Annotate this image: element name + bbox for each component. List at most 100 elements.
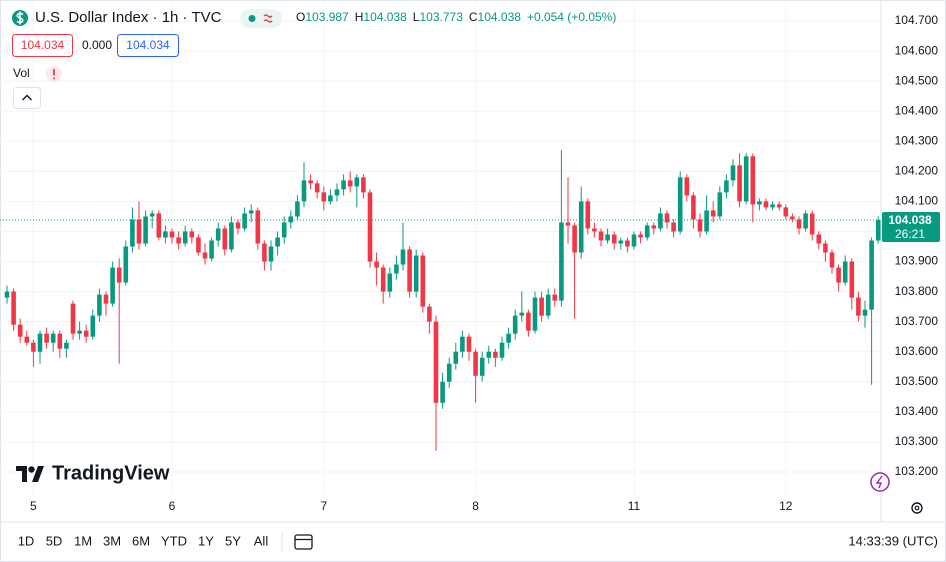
candle-body	[552, 294, 558, 301]
candle-body	[499, 342, 505, 358]
y-tick-label: 103.700	[895, 314, 939, 328]
y-tick-label: 103.900	[895, 254, 939, 268]
ohlc-label: O	[296, 10, 305, 24]
candle-body	[644, 225, 650, 238]
candle-body	[717, 192, 723, 217]
candle-body	[288, 216, 294, 223]
candle-body	[314, 183, 320, 193]
candle-body	[684, 177, 690, 196]
ohlc-label: H	[355, 10, 364, 24]
candle-body	[519, 312, 525, 316]
candle-body	[763, 201, 769, 208]
clock: 14:33:39 (UTC)	[848, 533, 938, 548]
candle-body	[618, 240, 624, 244]
candle-body	[149, 213, 155, 217]
candle-body	[222, 228, 228, 250]
y-tick-label: 104.300	[895, 133, 939, 147]
status-pill[interactable]	[240, 9, 282, 28]
range-button[interactable]: 5Y	[225, 533, 241, 548]
candle-body	[611, 234, 617, 244]
candle-body	[757, 201, 762, 205]
candle-body	[849, 261, 855, 298]
grid: 103.200 103.300 103.400 103.500 103.600 103.7…	[0, 0, 938, 513]
assistant-icon[interactable]	[870, 472, 890, 492]
candle-body	[156, 213, 162, 238]
goto-date-icon[interactable]	[294, 534, 313, 550]
range-button[interactable]: 1Y	[198, 533, 214, 548]
candle-body	[625, 240, 630, 247]
ask-price: 104.034	[126, 38, 170, 52]
range-button[interactable]: 6M	[132, 533, 150, 548]
candle-body	[202, 252, 208, 259]
candle-body	[334, 189, 340, 196]
candle-body	[83, 330, 89, 337]
candle-body	[123, 246, 129, 283]
indicator-name: Vol	[13, 66, 30, 80]
y-tick-label: 104.200	[895, 164, 939, 178]
y-tick-label: 103.300	[895, 434, 939, 448]
candle-body	[691, 195, 696, 220]
candle-body	[116, 267, 122, 283]
candle-body	[24, 336, 30, 343]
range-button[interactable]: 3M	[103, 533, 121, 548]
candle-body	[64, 342, 69, 349]
candle-body	[512, 315, 518, 334]
ohlc-value: 104.038	[363, 10, 407, 24]
range-button[interactable]: 1D	[18, 533, 35, 548]
candle-body	[816, 234, 822, 244]
candle-body	[143, 216, 148, 244]
candle-body	[796, 219, 802, 229]
candle-body	[17, 324, 23, 337]
candle-body	[440, 381, 445, 403]
candle-body	[77, 330, 82, 334]
y-tick-label: 103.600	[895, 344, 939, 358]
countdown: 26:21	[895, 227, 925, 241]
candle-body	[539, 297, 544, 316]
x-tick-label: 8	[472, 499, 479, 513]
candle-body	[526, 312, 531, 331]
candle-body	[664, 213, 670, 223]
x-tick-label: 5	[30, 499, 37, 513]
y-tick-label: 103.200	[895, 464, 939, 478]
candle-body	[724, 180, 729, 193]
ohlc-value: 104.038	[478, 10, 522, 24]
candle-body	[875, 220, 881, 241]
settings-icon[interactable]	[911, 502, 923, 514]
candle-body	[97, 294, 102, 316]
sell-button[interactable]	[12, 34, 73, 57]
candle-body	[737, 165, 742, 202]
buy-button[interactable]	[117, 34, 179, 57]
candle-body	[387, 273, 393, 292]
candle-body	[176, 237, 181, 244]
candle-body	[823, 243, 828, 253]
candle-body	[631, 234, 637, 247]
candle-body	[829, 252, 835, 268]
candle-body	[328, 195, 333, 202]
candle-body	[275, 237, 280, 247]
candle-body	[413, 255, 419, 292]
candle-body	[559, 222, 564, 301]
range-button[interactable]: 5D	[46, 533, 63, 548]
candle-body	[869, 240, 874, 310]
candle-body	[776, 204, 782, 208]
collapse-button[interactable]	[13, 87, 41, 109]
candle-body	[380, 267, 386, 292]
range-button[interactable]: YTD	[161, 533, 187, 548]
ohlc-label: L	[413, 10, 420, 24]
candle-body	[341, 180, 346, 190]
range-button[interactable]: 1M	[74, 533, 92, 548]
candle-body	[592, 228, 597, 232]
candle-body	[453, 351, 459, 364]
candle-body	[743, 156, 749, 202]
candle-body	[565, 222, 571, 226]
candle-body	[532, 297, 538, 331]
candle-body	[578, 201, 584, 253]
candle-body	[4, 291, 10, 298]
candle-body	[130, 219, 135, 247]
candle-body	[651, 225, 657, 229]
candle-body	[308, 180, 313, 184]
range-button[interactable]: All	[254, 533, 269, 548]
candle-body	[809, 213, 815, 235]
